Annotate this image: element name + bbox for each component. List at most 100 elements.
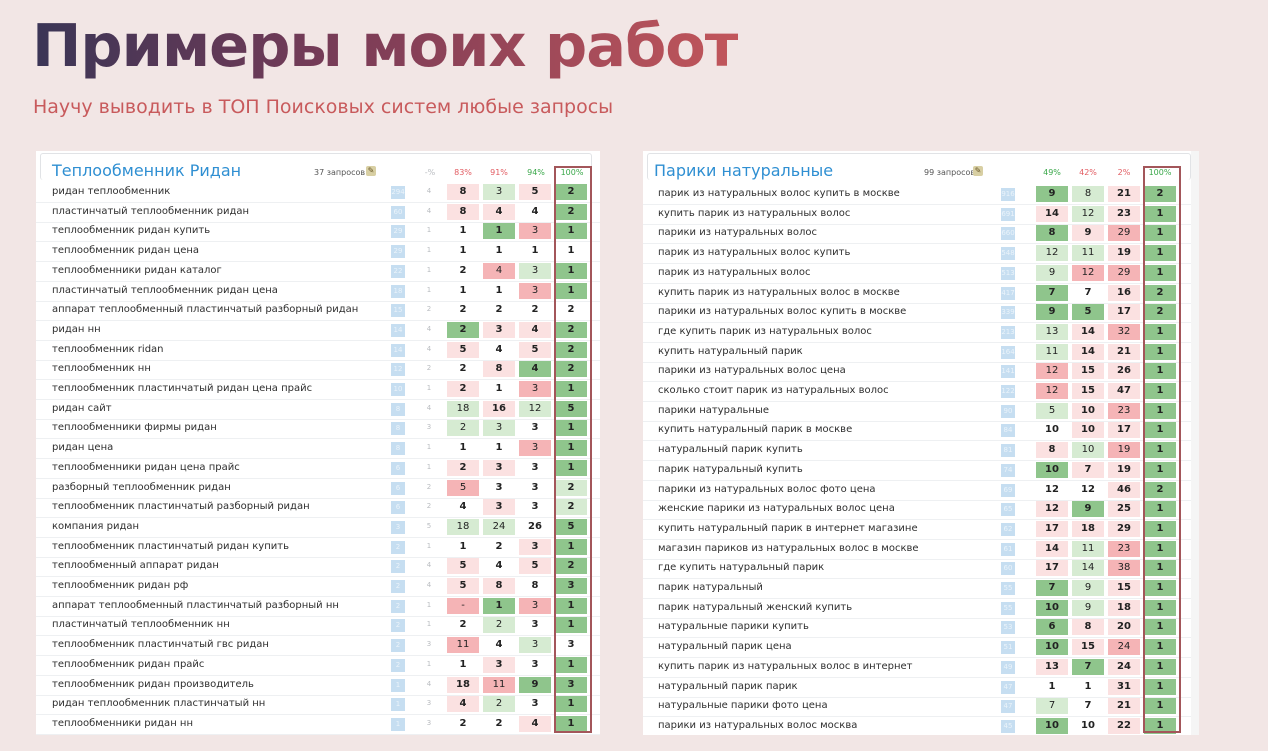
dynamics-value: 2 <box>426 305 432 314</box>
position-cell: 9 <box>1036 186 1068 202</box>
dynamics-value: 2 <box>426 482 432 491</box>
position-cell: 1 <box>1144 678 1176 695</box>
position-cell: 10 <box>1045 424 1059 436</box>
position-cell: 12 <box>1072 205 1104 222</box>
dynamics-value: 1 <box>426 600 432 609</box>
keyword: купить парик из натуральных волос <box>658 207 851 219</box>
position-cell: 1 <box>495 442 503 454</box>
keyword: парики из натуральных волос цена <box>658 365 846 377</box>
position-cell: 24 <box>1108 639 1140 656</box>
keyword: ридан теплообменник пластинчатый нн <box>52 698 266 710</box>
table-row: пластинчатый теплообменник ридан цена 18 1… <box>36 282 600 302</box>
position-cell: 1 <box>555 597 587 614</box>
position-cell: - <box>447 597 479 614</box>
dynamics-value: 1 <box>426 620 432 629</box>
table-row: где купить парик из натуральных волос 213… <box>643 323 1199 343</box>
frequency-badge: 2 <box>391 599 405 613</box>
table-row: ридан теплообменник пластинчатый нн 1 3 4 2 3… <box>36 695 600 716</box>
dynamics-value: 1 <box>426 541 432 550</box>
position-cell: 1 <box>567 245 575 257</box>
keyword: купить парик из натуральных волос в моск… <box>658 286 900 298</box>
position-cell: 12 <box>1036 383 1068 399</box>
position-cell: 46 <box>1108 481 1140 498</box>
keyword: теплообменник пластинчатый разборный рид… <box>52 501 310 513</box>
table-row: теплообменник ридан купить 29 1 1 1 3 1 <box>36 222 600 243</box>
keyword: теплообменники фирмы ридан <box>52 422 217 434</box>
position-cell: 3 <box>567 639 575 651</box>
frequency-badge: 548 <box>1001 247 1015 261</box>
position-cell: 8 <box>531 580 539 591</box>
keyword: натуральные парики купить <box>658 621 809 633</box>
position-cell: 1 <box>555 656 587 673</box>
frequency-badge: 90 <box>1001 404 1015 418</box>
panel-wigs: Парики натуральные 99 запросов ✎ 49% 42%… <box>643 151 1199 735</box>
table-row: теплообменники фирмы ридан 8 3 2 3 3 1 <box>36 419 600 440</box>
keyword: парик из натуральных волос <box>658 266 811 278</box>
dynamics-value: 4 <box>426 679 432 688</box>
frequency-badge: 18 <box>391 284 405 298</box>
edit-icon[interactable]: ✎ <box>973 166 983 176</box>
position-cell: 3 <box>519 282 551 299</box>
position-cell: 29 <box>1108 264 1140 281</box>
frequency-badge: 60 <box>1001 562 1015 576</box>
position-cell: 1 <box>555 617 587 634</box>
position-cell: 7 <box>1036 580 1068 596</box>
position-cell: 1 <box>1144 658 1176 675</box>
table-row: теплообменники ридан нн 1 3 2 2 4 1 <box>36 715 600 735</box>
frequency-badge: 29 <box>391 225 405 239</box>
position-cell: 3 <box>483 499 515 516</box>
table-row: теплообменник пластинчатый разборный рид… <box>36 498 600 519</box>
frequency-badge: 8 <box>391 442 405 456</box>
position-cell: 20 <box>1108 619 1140 636</box>
position-cell: 14 <box>1072 560 1104 577</box>
position-cell: 2 <box>1144 284 1176 301</box>
position-cell: 3 <box>483 656 515 673</box>
edit-icon[interactable]: ✎ <box>366 166 376 176</box>
position-cell: 2 <box>459 717 467 729</box>
position-cell: 4 <box>495 343 503 355</box>
keyword: теплообменник пластинчатый ридан цена пр… <box>52 383 313 394</box>
table-row: теплообменник пластинчатый ридан купить 2… <box>36 538 600 558</box>
position-cell: 1 <box>555 262 587 279</box>
panel-ridan: Теплообменник Ридан 37 запросов ✎ -% 83%… <box>36 151 600 735</box>
pct-col-2: 42% <box>1079 168 1097 177</box>
position-cell: 1 <box>1144 639 1176 656</box>
position-cell: 3 <box>519 440 551 457</box>
position-cell: 17 <box>1036 520 1068 537</box>
table-row: теплообменник пластинчатый ридан цена пр… <box>36 380 600 400</box>
scrollbar[interactable] <box>1191 151 1199 735</box>
table-row: парик из натуральных волос купить в моск… <box>643 185 1199 205</box>
position-cell: 26 <box>528 520 542 532</box>
position-cell: 2 <box>555 203 587 220</box>
table-row: парики из натуральных волос цена 141 12 15 2… <box>643 362 1199 383</box>
keyword: парики из натуральных волос москва <box>658 719 858 731</box>
position-cell: 22 <box>1108 717 1140 734</box>
position-cell: 9 <box>1072 580 1104 596</box>
position-cell: 5 <box>555 518 587 535</box>
position-cell: 7 <box>1084 700 1092 712</box>
frequency-badge: 6 <box>391 461 405 475</box>
position-cell: 1 <box>1144 501 1176 518</box>
position-cell: 1 <box>1144 383 1176 399</box>
keyword: теплообменники ридан цена прайс <box>52 461 240 473</box>
keyword: теплообменник пластинчатый гвс ридан <box>52 639 269 651</box>
position-cell: 38 <box>1108 560 1140 577</box>
table-row: теплообменник пластинчатый гвс ридан 2 3 11… <box>36 636 600 657</box>
position-cell: 3 <box>483 459 515 476</box>
position-cell: 4 <box>531 205 539 217</box>
keyword: компания ридан <box>52 520 140 532</box>
position-cell: 2 <box>555 361 587 378</box>
position-cell: 31 <box>1108 678 1140 695</box>
table-row: натуральные парики купить 53 6 8 20 1 <box>643 618 1199 639</box>
position-cell: 2 <box>459 264 467 276</box>
position-cell: 23 <box>1108 540 1140 557</box>
position-cell: 1 <box>555 715 587 732</box>
panel-title: Парики натуральные <box>654 161 834 180</box>
position-cell: 1 <box>555 282 587 299</box>
position-cell: 2 <box>1144 186 1176 202</box>
keyword: теплообменники ридан нн <box>52 717 193 729</box>
position-cell: 3 <box>519 538 551 555</box>
position-cell: 3 <box>483 184 515 200</box>
table-row: купить парик из натуральных волос в инте… <box>643 658 1199 678</box>
query-count: 37 запросов <box>314 168 366 177</box>
